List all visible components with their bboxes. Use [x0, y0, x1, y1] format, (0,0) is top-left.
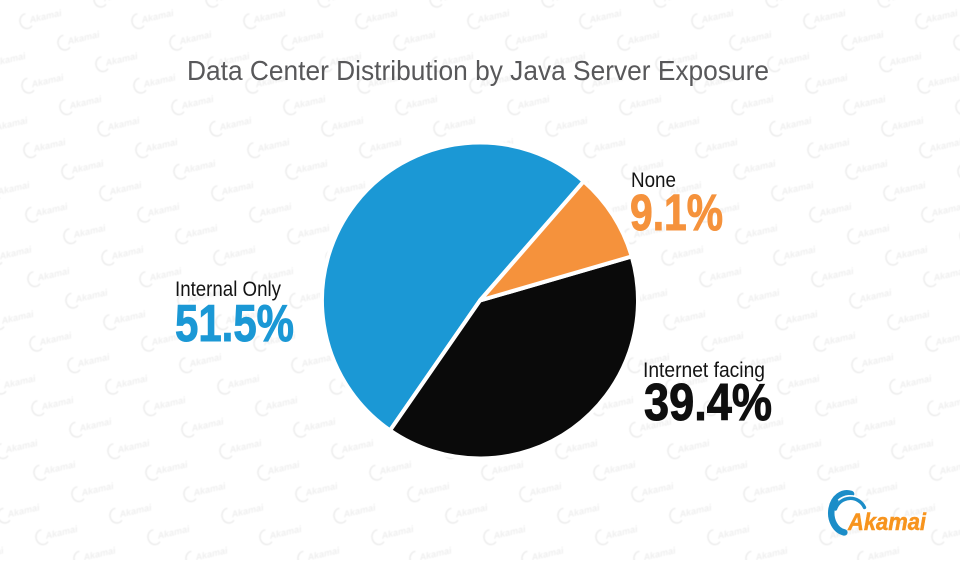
- svg-text:Data Center Distribution by Ja: Data Center Distribution by Java Server …: [187, 55, 769, 86]
- svg-text:39.4%: 39.4%: [644, 374, 772, 432]
- svg-text:51.5%: 51.5%: [175, 295, 294, 353]
- svg-text:Internal Only: Internal Only: [175, 277, 281, 301]
- svg-text:Internet facing: Internet facing: [643, 358, 765, 382]
- svg-text:Akamai: Akamai: [847, 509, 927, 536]
- svg-text:None: None: [631, 168, 676, 192]
- svg-text:9.1%: 9.1%: [630, 184, 723, 241]
